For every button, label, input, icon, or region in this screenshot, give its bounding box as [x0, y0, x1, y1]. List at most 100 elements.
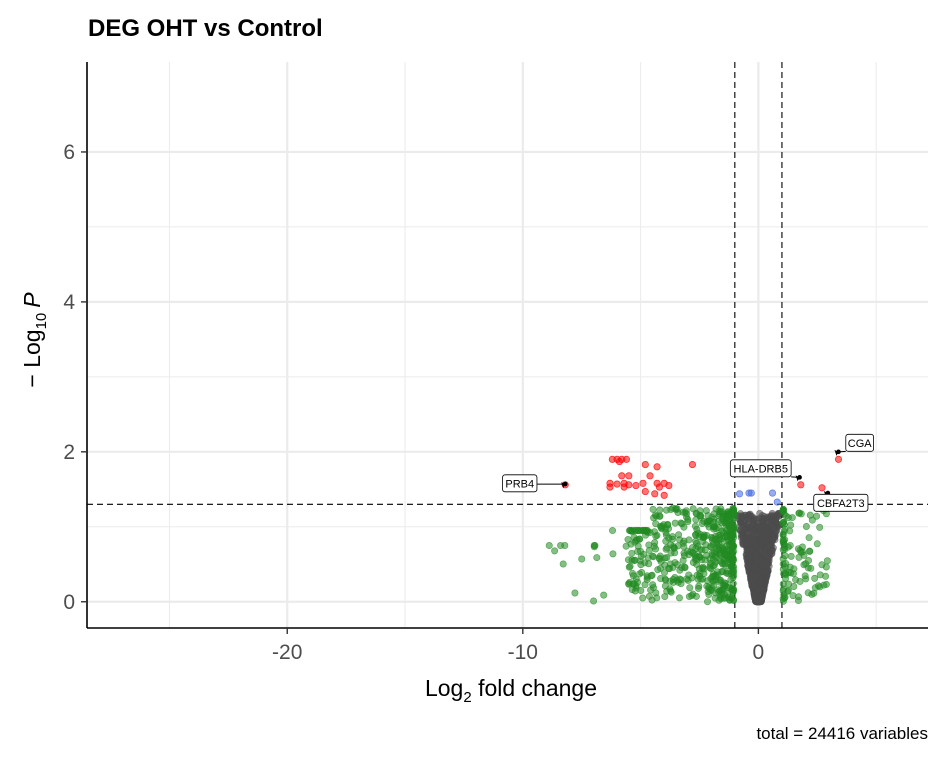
labeled-point	[797, 475, 802, 480]
point-log2fc	[787, 521, 795, 529]
y-tick-label: 6	[63, 141, 75, 164]
point-log2fc	[723, 533, 731, 541]
point-ns	[748, 580, 756, 588]
point-log2fc	[720, 582, 728, 590]
point-ns	[744, 547, 752, 555]
x-tick-label: -10	[508, 641, 538, 664]
point-log2fc	[795, 593, 803, 601]
point-log2fc	[782, 569, 790, 577]
point-p-and-log2fc	[688, 461, 696, 469]
point-log2fc	[661, 561, 669, 569]
point-log2fc	[676, 566, 684, 574]
point-log2fc	[622, 542, 630, 550]
point-log2fc	[822, 580, 830, 588]
point-log2fc	[700, 534, 708, 542]
point-log2fc	[632, 527, 640, 535]
point-log2fc	[656, 506, 664, 514]
point-log2fc	[723, 569, 731, 577]
point-log2fc	[673, 576, 681, 584]
point-p-and-log2fc	[651, 490, 659, 498]
point-p-and-log2fc	[797, 481, 805, 489]
point-log2fc	[704, 598, 712, 606]
gene-label: HLA-DRB5	[734, 463, 788, 475]
point-log2fc	[698, 520, 706, 528]
point-p-and-log2fc	[660, 491, 668, 499]
point-log2fc	[679, 539, 687, 547]
point-log2fc	[662, 506, 670, 514]
point-log2fc	[784, 587, 792, 595]
point-log2fc	[813, 540, 821, 548]
point-p-and-log2fc	[632, 482, 640, 490]
point-log2fc	[641, 581, 649, 589]
point-log2fc	[643, 573, 651, 581]
point-log2fc	[779, 531, 787, 539]
point-log2fc	[636, 570, 644, 578]
point-log2fc	[633, 578, 641, 586]
point-log2fc	[729, 544, 737, 552]
point-ns	[772, 527, 780, 535]
point-log2fc	[721, 561, 729, 569]
point-log2fc	[679, 556, 687, 564]
point-log2fc	[705, 523, 713, 531]
point-log2fc	[654, 566, 662, 574]
ticks: -20 -10 0 0 2 4 6	[63, 141, 764, 664]
point-log2fc	[672, 506, 680, 514]
point-log2fc	[702, 507, 710, 515]
point-log2fc	[721, 591, 729, 599]
point-log2fc	[706, 517, 714, 525]
point-p	[773, 498, 781, 506]
point-ns	[741, 516, 749, 524]
point-p-and-log2fc	[615, 458, 623, 466]
point-log2fc	[551, 547, 559, 555]
point-log2fc	[709, 577, 717, 585]
point-log2fc	[730, 509, 738, 517]
point-log2fc	[786, 527, 794, 535]
point-log2fc	[662, 528, 670, 536]
significant-points	[545, 455, 843, 606]
point-log2fc	[796, 546, 804, 554]
point-log2fc	[633, 536, 641, 544]
point-p-and-log2fc	[625, 472, 633, 480]
point-p	[735, 490, 744, 498]
point-log2fc	[823, 557, 831, 565]
point-p-and-log2fc	[620, 483, 628, 491]
point-log2fc	[609, 550, 617, 558]
point-log2fc	[792, 576, 800, 584]
point-log2fc	[648, 596, 656, 604]
point-p-and-log2fc	[646, 472, 654, 480]
point-log2fc	[685, 593, 693, 601]
point-log2fc	[726, 524, 734, 532]
point-log2fc	[696, 546, 704, 554]
point-log2fc	[816, 523, 824, 531]
gene-label: CGA	[848, 438, 873, 450]
x-axis-title-rest: fold change	[472, 675, 597, 701]
point-ns	[752, 572, 760, 580]
point-log2fc	[688, 574, 696, 582]
point-log2fc	[692, 531, 700, 539]
point-ns	[745, 511, 753, 519]
point-log2fc	[628, 549, 636, 557]
x-tick-label: -20	[272, 641, 302, 664]
gene-label-box	[502, 474, 538, 493]
y-axis-title-p: P	[19, 292, 45, 308]
point-log2fc	[723, 553, 731, 561]
gene-label-box	[729, 459, 792, 478]
point-log2fc	[680, 523, 688, 531]
point-log2fc	[712, 571, 720, 579]
point-log2fc	[675, 594, 683, 602]
point-log2fc	[795, 509, 803, 517]
point-log2fc	[779, 519, 787, 527]
point-p-and-log2fc	[655, 483, 663, 491]
gene-label-box	[813, 493, 869, 512]
y-tick-label: 2	[63, 441, 75, 464]
point-log2fc	[779, 507, 787, 515]
point-log2fc	[649, 505, 657, 513]
point-log2fc	[693, 525, 701, 533]
point-log2fc	[728, 594, 736, 602]
point-log2fc	[655, 554, 663, 562]
point-log2fc	[639, 594, 647, 602]
point-log2fc	[804, 564, 812, 572]
gene-labels: PRB4 HLA-DRB5 CGA CBFA2T3	[502, 433, 874, 512]
point-ns	[750, 564, 758, 572]
